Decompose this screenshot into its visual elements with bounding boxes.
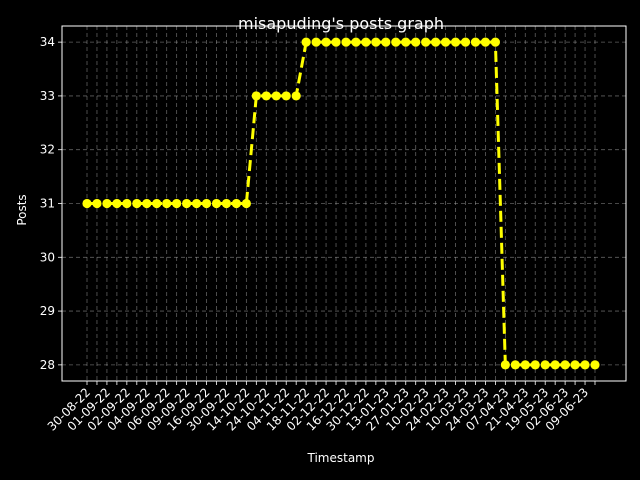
data-point <box>301 37 311 47</box>
data-point <box>411 37 421 47</box>
data-point <box>490 37 500 47</box>
series-line-layer <box>87 40 595 367</box>
data-point <box>291 91 301 101</box>
data-point <box>241 198 251 209</box>
data-point <box>221 198 232 209</box>
data-point <box>371 37 381 47</box>
data-point <box>540 360 550 370</box>
y-tick-label: 28 <box>40 358 55 372</box>
data-point <box>351 37 361 47</box>
data-point <box>211 198 222 209</box>
data-point <box>281 91 291 101</box>
data-point <box>191 198 202 209</box>
data-point <box>92 198 102 209</box>
y-tick-label: 29 <box>40 304 55 318</box>
y-axis: 28 29 30 31 32 33 34 <box>40 35 62 372</box>
data-point <box>361 37 371 47</box>
data-point <box>590 360 600 370</box>
data-point <box>261 91 271 101</box>
data-point <box>162 198 172 209</box>
data-point <box>421 37 431 47</box>
data-point <box>480 37 491 47</box>
series-markers <box>82 37 600 370</box>
data-point <box>321 37 331 47</box>
data-point <box>182 198 192 209</box>
data-point <box>440 37 451 47</box>
y-tick-label: 31 <box>40 197 55 211</box>
data-point <box>401 37 411 47</box>
data-point <box>271 91 281 101</box>
data-point <box>132 198 142 209</box>
chart-title: misapuding's posts graph <box>238 14 444 33</box>
data-point <box>112 198 122 209</box>
data-point <box>470 37 481 47</box>
data-point <box>231 198 242 209</box>
data-point <box>550 360 560 370</box>
data-point <box>520 360 530 370</box>
data-point <box>341 37 351 47</box>
data-point <box>102 198 112 209</box>
data-point <box>82 198 92 209</box>
y-tick-label: 32 <box>40 143 55 157</box>
data-point <box>580 360 590 370</box>
data-point <box>431 37 441 47</box>
data-point <box>570 360 580 370</box>
data-point <box>560 360 570 370</box>
data-point <box>142 198 152 209</box>
data-point <box>460 37 471 47</box>
data-point <box>510 360 520 370</box>
x-axis-label: Timestamp <box>307 451 375 465</box>
data-point <box>152 198 162 209</box>
series-line <box>87 40 595 367</box>
data-point <box>172 198 182 209</box>
data-point <box>201 198 212 209</box>
data-point <box>450 37 461 47</box>
data-point <box>311 37 321 47</box>
data-point <box>530 360 540 370</box>
data-point <box>500 360 510 370</box>
y-tick-label: 34 <box>40 35 55 49</box>
data-point <box>331 37 341 47</box>
data-point <box>381 37 391 47</box>
y-tick-label: 30 <box>40 250 55 264</box>
data-point <box>391 37 401 47</box>
y-axis-label: Posts <box>15 194 29 225</box>
data-point <box>122 198 132 209</box>
y-tick-label: 33 <box>40 89 55 103</box>
data-point <box>251 91 261 101</box>
